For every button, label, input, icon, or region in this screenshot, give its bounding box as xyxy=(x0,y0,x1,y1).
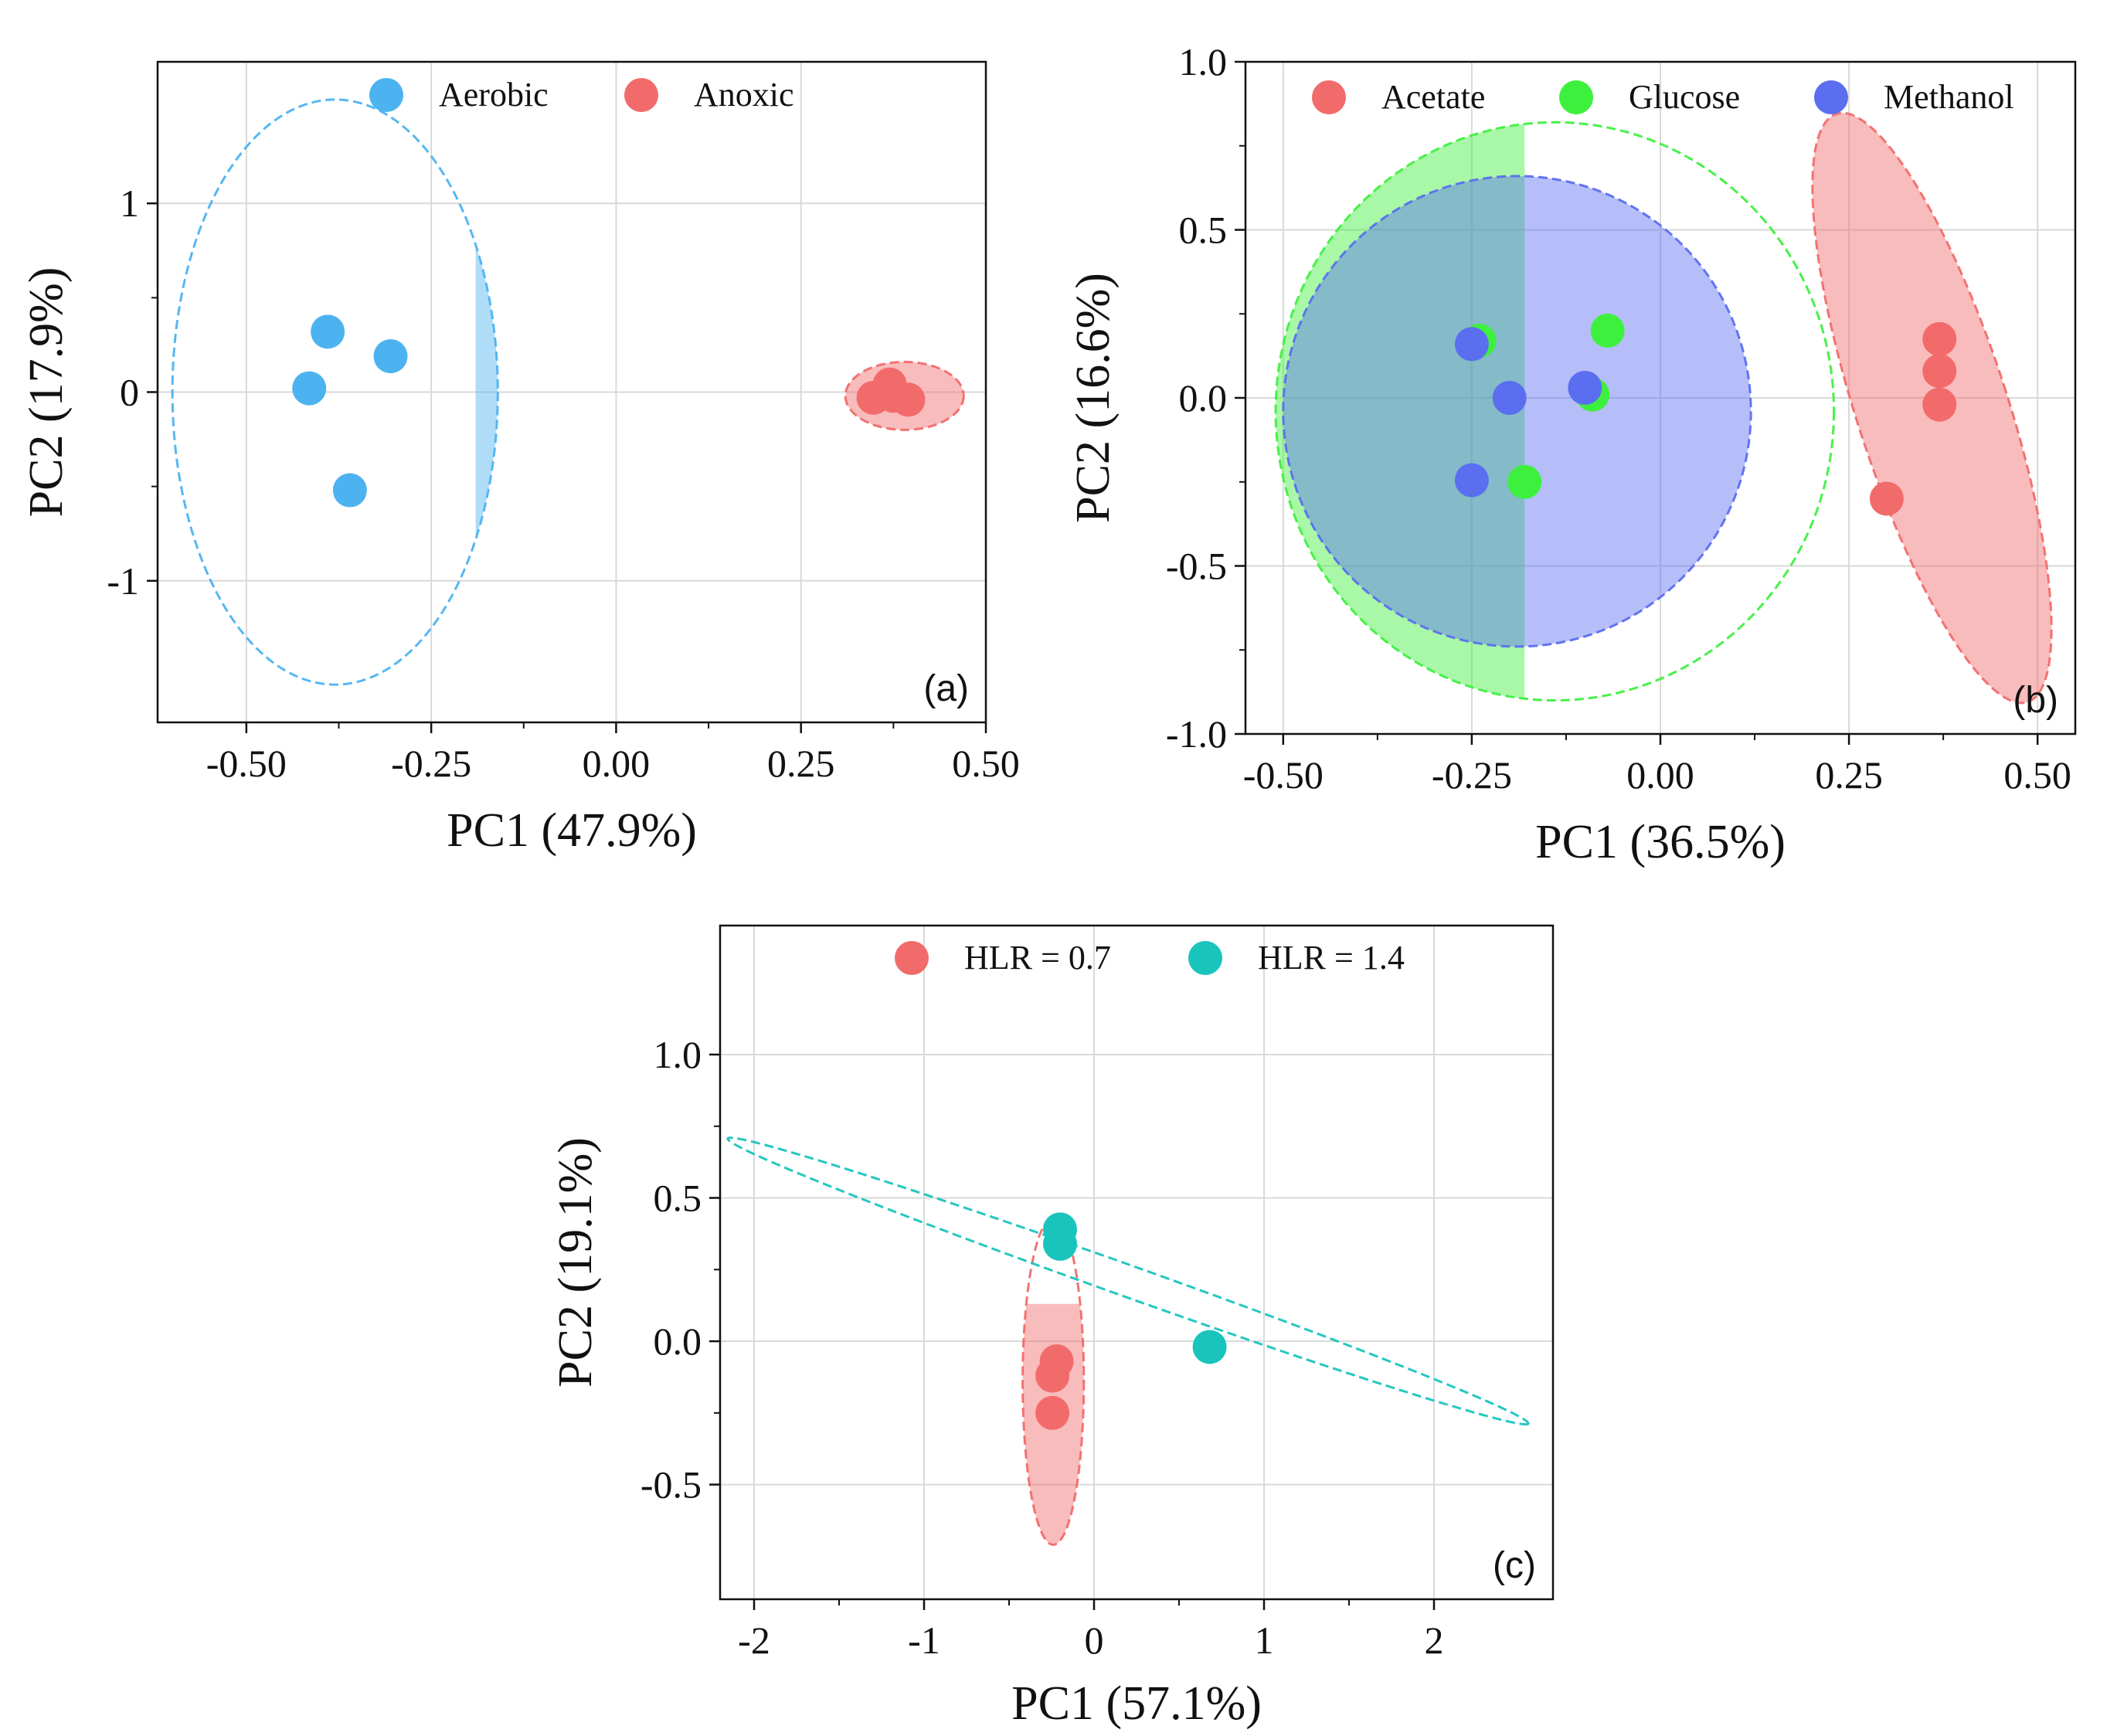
confidence-ellipse-outline xyxy=(1282,175,1752,648)
x-tick-label: -2 xyxy=(738,1619,770,1662)
plot-frame xyxy=(719,924,1555,1601)
gridlines xyxy=(720,926,1553,1599)
y-tick-label: 0.5 xyxy=(1179,209,1228,252)
y-tick-label: 1.0 xyxy=(1179,40,1228,83)
panel-label: (c) xyxy=(1493,1545,1536,1586)
data-point xyxy=(1035,1358,1070,1393)
x-axis-title: PC1 (47.9%) xyxy=(447,804,697,857)
legend-label: Anoxic xyxy=(694,76,794,114)
confidence-ellipse-outline xyxy=(844,360,965,431)
y-tick-label: 0.0 xyxy=(1179,376,1228,420)
legend-marker xyxy=(1814,80,1848,114)
confidence-ellipse-outline xyxy=(726,1136,1530,1426)
plot-area xyxy=(171,98,965,686)
x-tick-label: -0.50 xyxy=(1243,753,1324,797)
x-axis-title: PC1 (57.1%) xyxy=(1011,1677,1262,1730)
x-tick-label: -0.25 xyxy=(391,742,471,785)
y-tick-label: -1.0 xyxy=(1166,712,1227,756)
data-point xyxy=(1454,463,1489,498)
y-tick-label: 0 xyxy=(120,371,139,414)
data-point xyxy=(1492,381,1527,415)
x-tick-label: 0 xyxy=(1085,1619,1104,1662)
axis-ticks: -2 -1 0 1 2 -0.5 0.0 0.5 1.0 xyxy=(641,1033,1444,1662)
legend-label: HLR = 1.4 xyxy=(1258,939,1405,977)
confidence-ellipse-outline xyxy=(1274,121,1836,702)
legend-marker xyxy=(1312,80,1346,114)
chart-panel-1: -0.50 -0.25 0.00 0.25 0.50 -1 0 1 PC1 (47.9%) PC2… xyxy=(20,60,1020,857)
plot-area xyxy=(726,1136,1530,1546)
confidence-ellipse-outline xyxy=(1811,111,2053,705)
legend: HLR = 0.7 HLR = 1.4 xyxy=(895,939,1405,977)
confidence-ellipse-outline xyxy=(171,98,499,686)
axis-ticks: -0.50 -0.25 0.00 0.25 0.50 -1.0 -0.5 0.0 0.5 1.0 xyxy=(1166,40,2071,797)
legend-label: Aerobic xyxy=(439,76,549,114)
y-tick-label: -1 xyxy=(107,559,139,603)
data-point xyxy=(1922,387,1957,422)
data-point xyxy=(1507,464,1542,499)
x-tick-label: 1 xyxy=(1255,1619,1274,1662)
data-point xyxy=(1454,327,1489,362)
data-point xyxy=(311,314,345,349)
data-point xyxy=(1043,1226,1077,1261)
x-tick-label: 0.25 xyxy=(1815,753,1883,797)
data-point xyxy=(1192,1330,1227,1364)
x-tick-label: 2 xyxy=(1425,1619,1444,1662)
legend-label: Acetate xyxy=(1381,78,1485,116)
legend-marker xyxy=(624,78,658,112)
legend: Aerobic Anoxic xyxy=(369,76,794,114)
y-tick-label: -0.5 xyxy=(1166,545,1227,588)
chart-panel-3: -2 -1 0 1 2 -0.5 0.0 0.5 1.0 PC1 (57.1%) PC2 (19.1… xyxy=(549,924,1555,1730)
y-tick-label: 0.0 xyxy=(654,1320,702,1363)
data-point xyxy=(1590,314,1625,348)
legend-label: Glucose xyxy=(1629,78,1740,116)
panel-label: (a) xyxy=(923,668,969,709)
x-tick-label: -0.50 xyxy=(206,742,287,785)
x-tick-label: 0.00 xyxy=(1626,753,1694,797)
x-tick-label: -1 xyxy=(908,1619,940,1662)
legend-marker xyxy=(1559,80,1593,114)
x-tick-label: -0.25 xyxy=(1432,753,1512,797)
legend-label: Methanol xyxy=(1884,78,2014,116)
y-axis-title: PC2 (19.1%) xyxy=(549,1137,602,1388)
legend-marker xyxy=(895,941,929,975)
x-tick-label: 0.00 xyxy=(583,742,651,785)
y-axis-title: PC2 (17.9%) xyxy=(20,267,73,518)
x-tick-label: 0.50 xyxy=(952,742,1020,785)
data-point xyxy=(1869,481,1904,516)
legend-marker xyxy=(1188,941,1222,975)
legend: Acetate Glucose Methanol xyxy=(1312,78,2014,116)
x-tick-label: 0.25 xyxy=(767,742,835,785)
data-point xyxy=(1035,1395,1070,1430)
chart-panel-2: -0.50 -0.25 0.00 0.25 0.50 -1.0 -0.5 0.0 0.5 1.0 P… xyxy=(1067,40,2077,868)
y-tick-label: -0.5 xyxy=(641,1463,702,1507)
x-tick-label: 0.50 xyxy=(2003,753,2071,797)
data-point xyxy=(332,473,367,508)
data-point xyxy=(1568,370,1602,405)
panel-label: (b) xyxy=(2013,680,2058,721)
axis-ticks: -0.50 -0.25 0.00 0.25 0.50 -1 0 1 xyxy=(107,182,1019,785)
data-point xyxy=(891,382,926,417)
confidence-ellipse-fill xyxy=(879,1137,1529,1221)
data-point xyxy=(292,371,327,406)
legend-label: HLR = 0.7 xyxy=(964,939,1111,977)
y-tick-label: 0.5 xyxy=(654,1177,702,1220)
data-point xyxy=(1922,354,1957,389)
confidence-ellipse-outline xyxy=(1021,1216,1086,1546)
legend-marker xyxy=(369,78,403,112)
confidence-ellipse-fill xyxy=(1276,124,1525,699)
y-tick-label: 1.0 xyxy=(654,1033,702,1076)
data-point xyxy=(373,339,408,374)
y-axis-title: PC2 (16.6%) xyxy=(1067,273,1120,523)
plot-area xyxy=(1274,111,2053,705)
data-point xyxy=(1922,321,1957,356)
y-tick-label: 1 xyxy=(120,182,139,225)
x-axis-title: PC1 (36.5%) xyxy=(1535,816,1786,868)
